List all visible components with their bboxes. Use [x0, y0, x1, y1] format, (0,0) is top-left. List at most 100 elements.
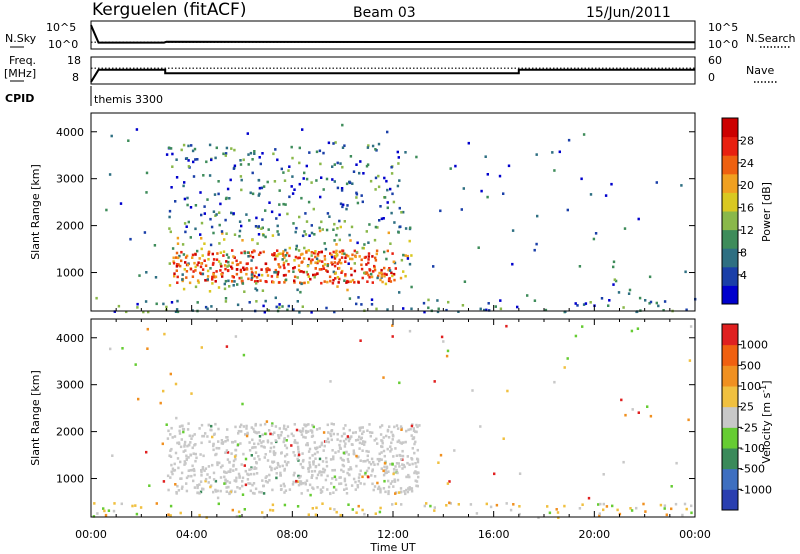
data-cell [417, 471, 420, 475]
data-cell [555, 508, 558, 511]
data-cell [250, 259, 253, 262]
data-cell [196, 484, 199, 487]
data-cell [185, 157, 189, 160]
data-cell [148, 484, 151, 487]
data-cell [367, 252, 371, 255]
data-cell [239, 270, 243, 274]
data-cell [217, 427, 220, 431]
data-cell [347, 254, 350, 258]
data-cell [407, 473, 410, 477]
data-cell [273, 453, 276, 457]
data-cell [670, 507, 673, 511]
data-cell [225, 486, 228, 489]
data-cell [602, 508, 605, 512]
data-cell [260, 491, 263, 494]
data-cell [635, 506, 638, 510]
data-cell [637, 411, 640, 414]
data-cell [383, 250, 386, 254]
data-cell [147, 310, 150, 314]
data-cell [175, 308, 179, 311]
data-cell [220, 273, 223, 276]
data-cell [228, 197, 231, 200]
data-cell [162, 480, 166, 483]
data-cell [198, 492, 201, 495]
freq-left-label: Freq. [9, 54, 36, 67]
data-cell [367, 450, 370, 453]
data-cell [272, 460, 276, 464]
data-cell [282, 250, 285, 253]
data-cell [394, 465, 397, 468]
data-cell [204, 279, 207, 282]
data-cell [226, 451, 230, 454]
data-cell [357, 281, 360, 284]
data-cell [390, 448, 393, 451]
data-cell [200, 247, 203, 251]
data-cell [334, 271, 337, 275]
data-cell [223, 470, 226, 473]
data-cell [387, 490, 390, 493]
data-cell [232, 167, 236, 170]
data-cell [336, 161, 339, 165]
data-cell [274, 268, 277, 272]
data-cell [270, 424, 274, 427]
data-cell [178, 425, 182, 428]
data-cell [665, 513, 668, 517]
data-cell [463, 280, 467, 283]
data-cell [446, 349, 450, 353]
data-cell [243, 251, 246, 255]
data-cell [296, 505, 300, 508]
data-cell [381, 280, 384, 284]
data-cell [272, 281, 275, 284]
data-cell [273, 271, 276, 274]
data-cell [295, 226, 298, 230]
site-title: Kerguelen (fitACF) [92, 0, 246, 20]
data-cell [683, 502, 687, 506]
data-cell [391, 503, 394, 506]
data-cell [330, 255, 334, 259]
data-cell [406, 257, 410, 260]
data-cell [408, 486, 411, 489]
data-cell [182, 143, 186, 147]
data-cell [186, 203, 189, 207]
data-cell [329, 252, 332, 255]
data-cell [288, 246, 291, 250]
data-cell [537, 516, 540, 519]
data-cell [613, 278, 616, 281]
data-cell [398, 465, 401, 468]
data-cell [410, 424, 414, 428]
data-cell [206, 473, 209, 476]
data-cell [185, 458, 188, 462]
data-cell [310, 254, 313, 257]
data-cell [264, 209, 267, 212]
data-cell [258, 435, 262, 438]
data-cell [227, 485, 230, 489]
data-cell [180, 471, 184, 475]
data-cell [280, 167, 283, 171]
data-cell [680, 184, 683, 187]
data-cell [245, 427, 248, 430]
data-cell [246, 132, 249, 135]
freq-right-label: Nave [746, 64, 774, 77]
data-cell [239, 261, 242, 264]
frequency-panel: Freq. [MHz] 18 8 60 0 Nave [4, 54, 778, 85]
data-cell [283, 256, 286, 259]
data-cell [343, 252, 346, 256]
data-cell [316, 272, 319, 275]
data-cell [211, 278, 214, 281]
data-cell [234, 425, 237, 429]
data-cell [331, 469, 334, 472]
data-cell [181, 273, 184, 276]
data-cell [374, 512, 377, 515]
data-cell [387, 470, 390, 473]
data-cell [436, 310, 440, 314]
data-cell [526, 294, 529, 297]
data-cell [277, 436, 281, 439]
data-cell [308, 456, 312, 460]
data-cell [578, 507, 582, 510]
data-cell [219, 262, 222, 266]
data-cell [292, 434, 295, 438]
data-cell [397, 462, 400, 465]
data-cell [179, 445, 183, 449]
data-cell [241, 476, 245, 480]
data-cell [196, 158, 199, 161]
